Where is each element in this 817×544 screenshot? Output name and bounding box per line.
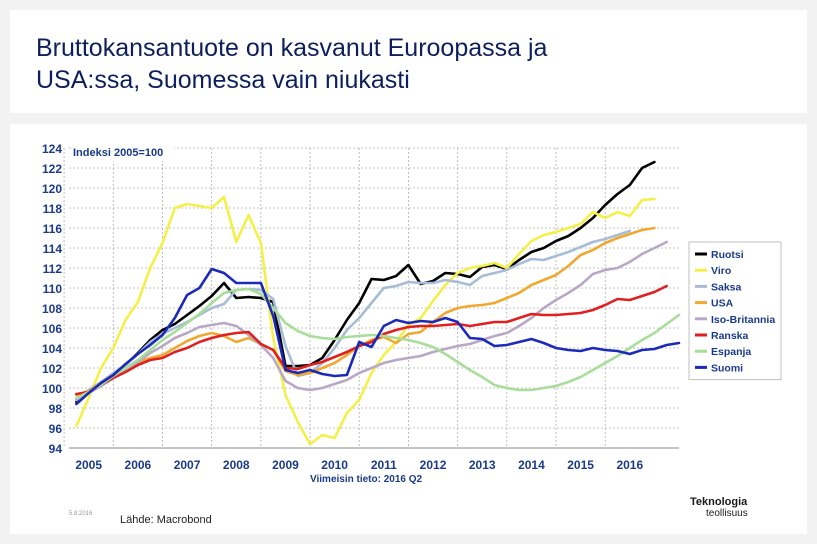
x-tick-label: 2013 <box>469 458 496 472</box>
legend-label-iso-britannia: Iso-Britannia <box>711 314 775 326</box>
legend-label-saksa: Saksa <box>711 281 742 293</box>
y-tick-label: 112 <box>43 262 63 276</box>
series-line-viro <box>75 195 656 446</box>
y-tick-label: 114 <box>43 242 63 256</box>
logo-line-1: Teknologia <box>690 496 748 508</box>
y-tick-label: 102 <box>42 362 62 376</box>
legend-label-ranska: Ranska <box>711 330 749 342</box>
index-label: Indeksi 2005=100 <box>73 147 163 159</box>
y-tick-label: 104 <box>42 342 62 356</box>
x-tick-label: 2008 <box>223 458 250 472</box>
y-tick-label: 120 <box>42 182 62 196</box>
company-logo: Teknologia teollisuus <box>690 496 748 520</box>
x-tick-label: 2009 <box>272 458 299 472</box>
y-tick-label: 122 <box>42 162 62 176</box>
title-band: Bruttokansantuote on kasvanut Euroopassa… <box>10 10 807 113</box>
legend-label-viro: Viro <box>711 265 731 277</box>
y-tick-label: 108 <box>42 302 62 316</box>
slide-title: Bruttokansantuote on kasvanut Euroopassa… <box>36 32 547 96</box>
y-tick-label: 98 <box>49 402 63 416</box>
x-tick-label: 2005 <box>75 458 102 472</box>
x-tick-label: 2010 <box>321 458 348 472</box>
slide-title-line-1: Bruttokansantuote on kasvanut Euroopassa… <box>36 34 548 62</box>
latest-note: Viimeisin tieto: 2016 Q2 <box>310 474 423 485</box>
series-line-ranska <box>75 284 669 396</box>
y-tick-label: 96 <box>49 422 63 436</box>
y-axis: 94 96 98 100 102 104 106 108 110 112 114 116 118 120 1… <box>42 142 62 456</box>
y-tick-label: 106 <box>42 322 62 336</box>
legend-label-usa: USA <box>711 298 734 310</box>
y-tick-label: 116 <box>43 222 63 236</box>
y-tick-label: 94 <box>49 442 63 456</box>
logo-line-2: teollisuus <box>706 508 748 519</box>
legend-frame <box>688 241 782 381</box>
source-note: Lähde: Macrobond <box>120 514 212 526</box>
slide-title-line-2: USA:ssa, Suomessa vain niukasti <box>36 66 410 94</box>
x-tick-label: 2012 <box>420 458 447 472</box>
series-line-iso-britannia <box>75 240 669 402</box>
x-axis: 2005 2006 2007 2008 2009 2010 2011 2012 2013 2014… <box>69 447 679 472</box>
series-line-suomi <box>75 267 681 406</box>
series-lines <box>75 160 681 446</box>
y-tick-label: 118 <box>43 202 63 216</box>
y-tick-label: 100 <box>42 382 62 396</box>
index-label-box <box>71 140 174 161</box>
series-line-saksa <box>75 229 632 401</box>
legend-label-ruotsi: Ruotsi <box>711 249 744 261</box>
y-tick-label: 124 <box>42 142 62 156</box>
x-tick-label: 2006 <box>125 458 152 472</box>
x-tick-label: 2007 <box>174 458 201 472</box>
legend-label-espanja: Espanja <box>711 346 751 358</box>
y-tick-label: 110 <box>43 282 63 296</box>
x-tick-label: 2011 <box>371 458 397 472</box>
x-tick-label: 2014 <box>518 458 545 472</box>
gdp-line-chart: 94 96 98 100 102 104 106 108 110 112 114 116 118 120 1… <box>42 140 782 485</box>
series-line-ruotsi <box>75 160 656 404</box>
x-tick-label: 2016 <box>616 458 643 472</box>
legend-label-suomi: Suomi <box>711 362 743 374</box>
page-number: 5.8.2016 <box>69 511 93 517</box>
chart-band: 94 96 98 100 102 104 106 108 110 112 114 116 118 120 1… <box>10 124 807 534</box>
legend: Ruotsi Viro Saksa USA Iso-Britannia Ranska Esp… <box>688 241 782 381</box>
x-tick-label: 2015 <box>567 458 594 472</box>
grid <box>63 147 679 449</box>
